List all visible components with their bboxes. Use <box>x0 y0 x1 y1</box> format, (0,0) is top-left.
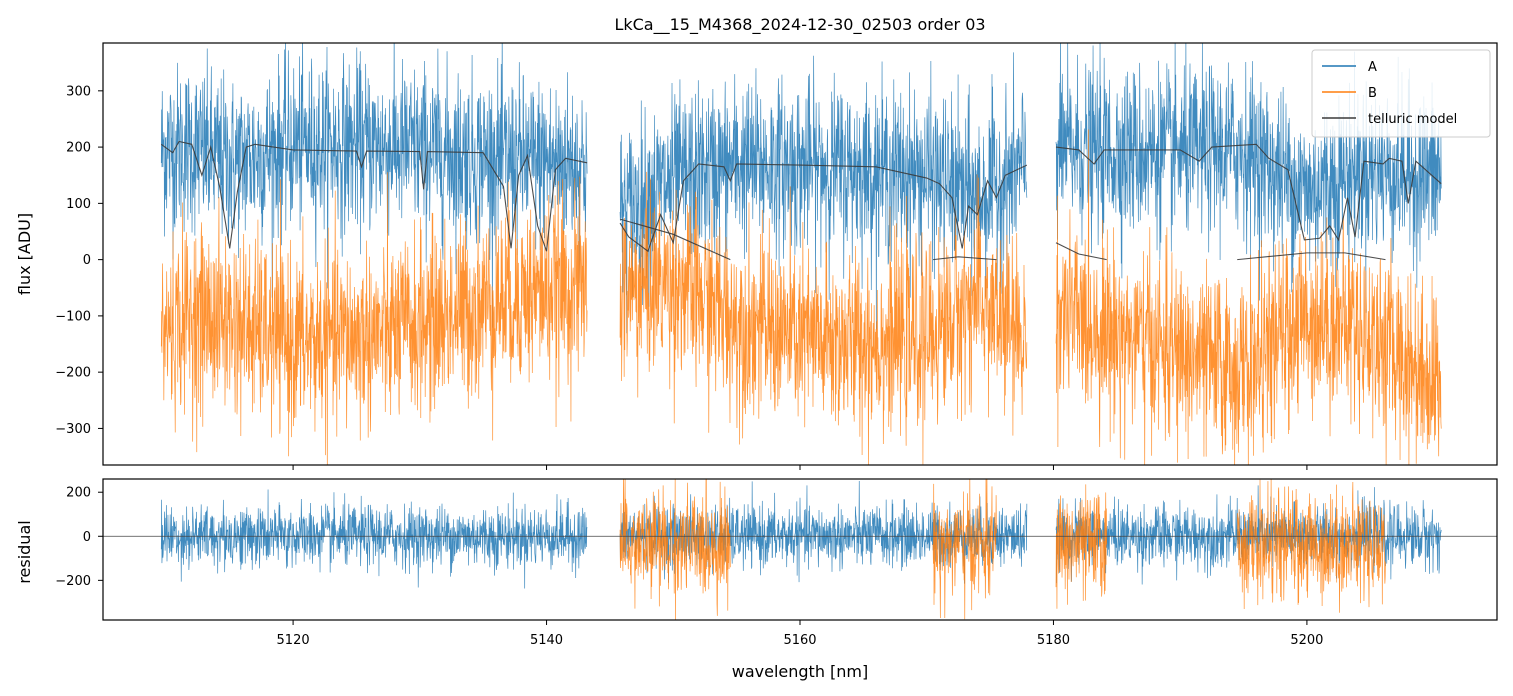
series-telluric-model-line <box>1237 252 1386 261</box>
main-y-tick-label: −300 <box>55 422 91 437</box>
series-a-line <box>619 52 1028 334</box>
series-a-line <box>160 43 588 328</box>
x-tick-label: 5160 <box>783 633 816 648</box>
series-a-line <box>1055 43 1442 313</box>
residual-y-tick-label: 200 <box>66 486 91 501</box>
series-telluric-model-line <box>1055 143 1442 242</box>
series-b-line <box>619 171 1028 465</box>
x-tick-label: 5200 <box>1290 633 1323 648</box>
series-telluric-model-line <box>932 256 997 261</box>
series-b-line <box>1055 129 1442 465</box>
series-b-line <box>160 172 588 465</box>
x-axis-label: wavelength [nm] <box>732 662 869 681</box>
residual-y-tick-label: −200 <box>55 574 91 589</box>
legend-box <box>1311 49 1491 138</box>
residual-y-tick-label: 0 <box>83 530 91 545</box>
series-telluric-model-line <box>160 140 588 252</box>
legend-label-a: A <box>1368 60 1377 75</box>
main-y-tick-label: −100 <box>55 309 91 324</box>
legend-label-b: B <box>1368 86 1377 101</box>
main-y-tick-label: 100 <box>66 197 91 212</box>
x-tick-label: 5140 <box>530 633 563 648</box>
main-y-tick-label: 0 <box>83 253 91 268</box>
main-y-tick-label: 300 <box>66 84 91 99</box>
residual-series-b-line <box>1236 479 1386 613</box>
main-y-axis-label: flux [ADU] <box>15 213 34 295</box>
x-tick-label: 5120 <box>277 633 310 648</box>
main-y-tick-label: 200 <box>66 141 91 156</box>
chart-title: LkCa__15_M4368_2024-12-30_02503 order 03 <box>614 15 985 35</box>
residual-series-b-line <box>619 479 731 620</box>
legend-label-telluric: telluric model <box>1368 112 1457 127</box>
residual-plot-area: 5120 5140 5160 5180 5200 −200 0 200 residual wa… <box>15 478 1498 681</box>
residual-series-b-line <box>1055 484 1108 609</box>
series-telluric-model-line <box>1055 242 1107 261</box>
residual-y-axis-label: residual <box>15 520 34 583</box>
x-tick-label: 5180 <box>1037 633 1070 648</box>
legend: A B telluric model <box>1311 49 1491 138</box>
residual-series-b-line <box>932 479 997 620</box>
series-telluric-model-line <box>619 218 731 261</box>
main-y-tick-label: −200 <box>55 366 91 381</box>
residual-series-a-line <box>160 489 588 589</box>
main-plot-area: −300 −200 −100 0 100 200 300 flux [ADU] <box>15 42 1498 470</box>
